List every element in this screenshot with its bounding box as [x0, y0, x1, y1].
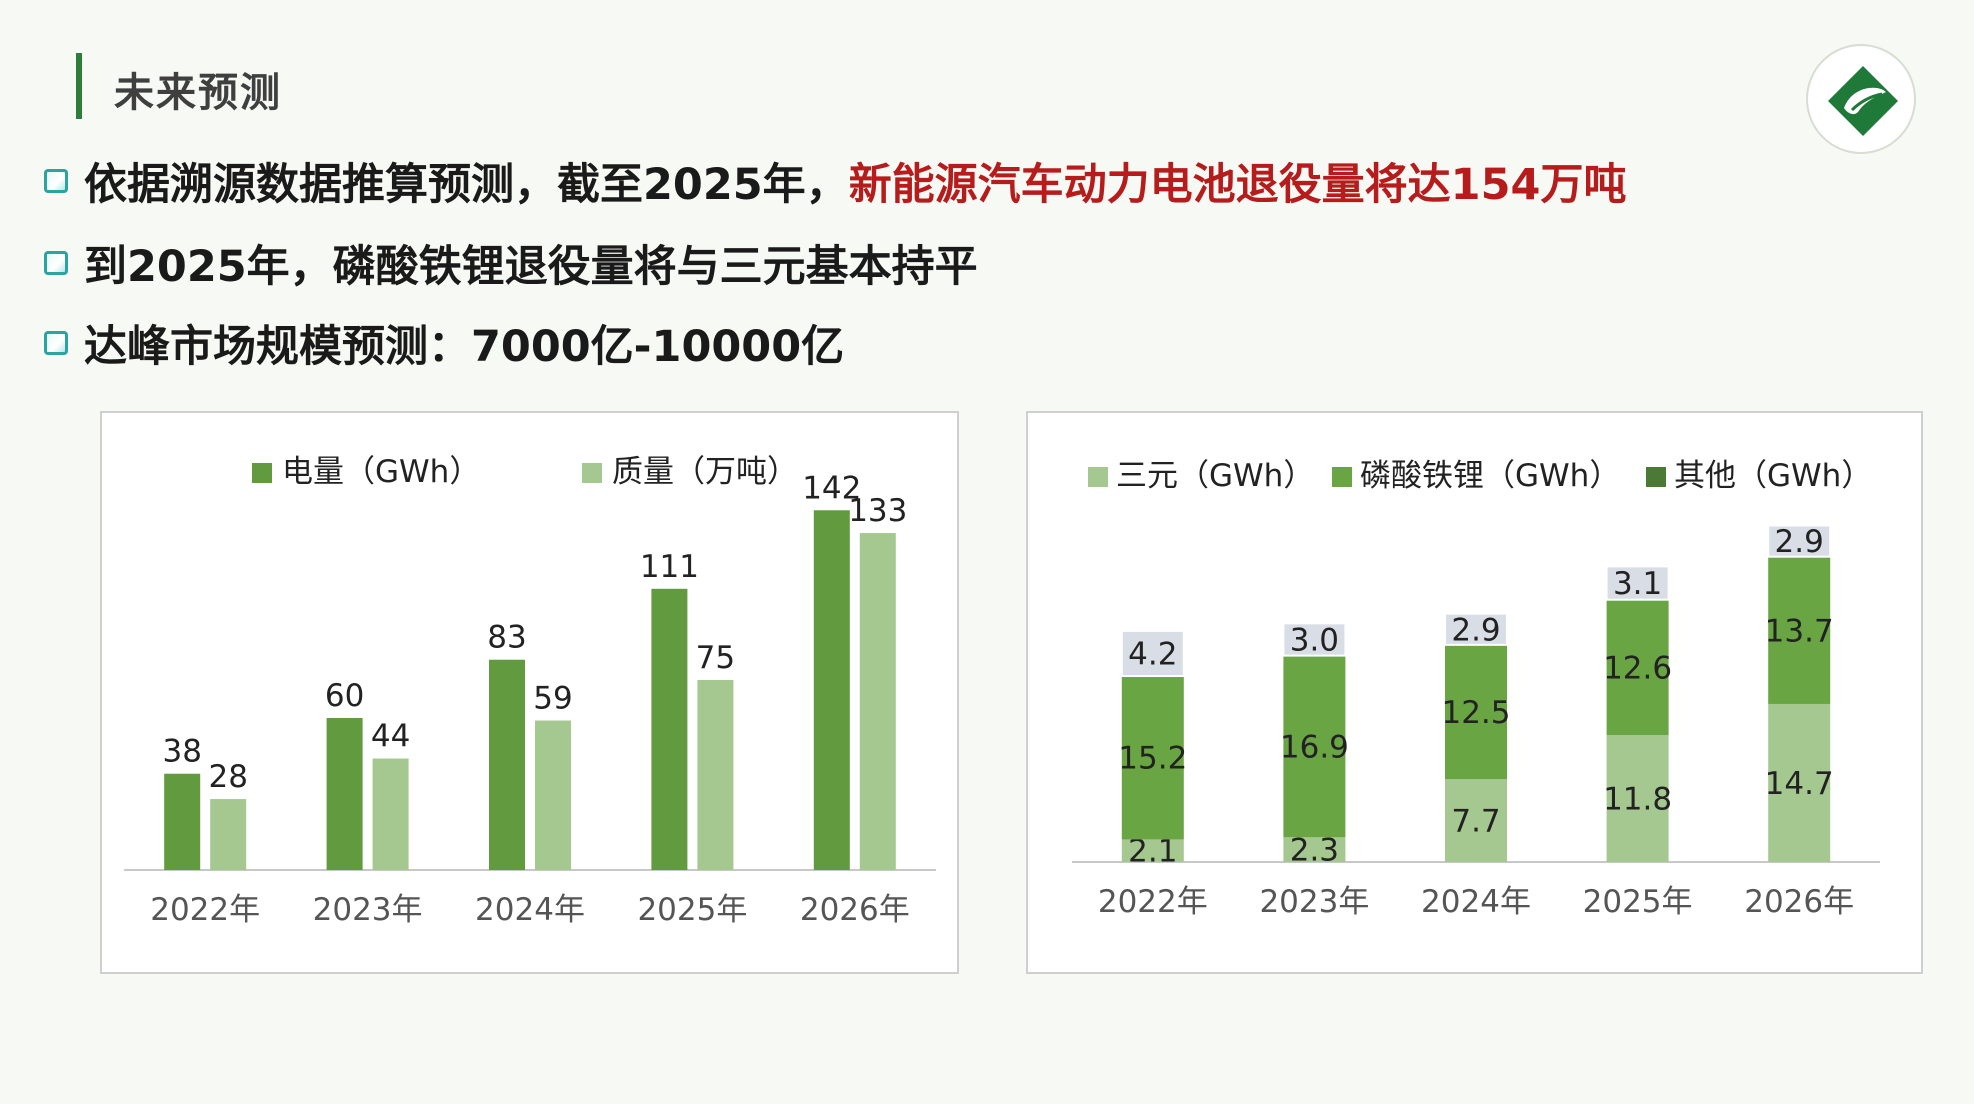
x-tick-label: 2023年	[1259, 884, 1369, 920]
bullet-square-icon	[44, 251, 68, 275]
x-tick-label: 2025年	[637, 892, 747, 928]
bullet-highlight: 新能源汽车动力电池退役量将达154万吨	[848, 160, 1627, 210]
stacked-segment	[1444, 612, 1508, 646]
company-logo	[1806, 44, 1916, 154]
legend-swatch	[1646, 467, 1666, 487]
data-label: 2.9	[1451, 612, 1500, 648]
data-label: 7.7	[1451, 804, 1500, 840]
stacked-segment	[1282, 622, 1347, 657]
stacked-segment	[1768, 703, 1831, 862]
data-label: 2.1	[1128, 834, 1177, 870]
bullet-square-icon	[44, 331, 68, 355]
leaf-logo-icon	[1828, 66, 1898, 136]
bullet-text: 依据溯源数据推算预测，截至2025年，	[84, 160, 849, 210]
bar	[535, 720, 571, 870]
bullet-item-forecast: 依据溯源数据推算预测，截至2025年， 新能源汽车动力电池退役量将达154万吨	[44, 150, 1626, 212]
data-label: 38	[162, 734, 201, 770]
legend-label: 电量（GWh）	[282, 454, 480, 490]
chart-panel-chemistry: 三元（GWh） 磷酸铁锂（GWh） 其他（GWh） 2.1 15.2 4.2 2022年 2.…	[1026, 411, 1923, 974]
chemistry-stacked-chart: 三元（GWh） 磷酸铁锂（GWh） 其他（GWh） 2.1 15.2 4.2 2022年 2.…	[1072, 458, 1880, 920]
stacked-segment	[1605, 565, 1670, 601]
page-title: 未来预测	[114, 70, 282, 116]
stacked-segment	[1606, 735, 1669, 862]
bullet-text: 达峰市场规模预测：7000亿-10000亿	[84, 322, 845, 372]
data-label: 12.5	[1441, 695, 1510, 731]
x-tick-label: 2026年	[1744, 884, 1854, 920]
bar	[164, 773, 201, 870]
data-label: 11.8	[1603, 782, 1672, 818]
title-accent-bar	[76, 53, 82, 119]
legend-swatch	[1088, 467, 1108, 487]
data-label: 12.6	[1603, 650, 1672, 686]
chart-panel-volume: 电量（GWh） 质量（万吨） 38 28 2022年 60 44 2023年 83 59 2024年…	[100, 411, 959, 974]
bar	[813, 510, 850, 870]
legend-label: 磷酸铁锂（GWh）	[1360, 458, 1620, 494]
data-label: 3.0	[1290, 622, 1339, 658]
stacked-segment	[1445, 779, 1507, 862]
stacked-segment	[1120, 629, 1185, 678]
x-tick-label: 2024年	[1421, 884, 1531, 920]
legend-swatch	[582, 463, 602, 483]
x-tick-label: 2025年	[1583, 884, 1693, 920]
data-label: 2.9	[1775, 524, 1824, 560]
bullet-item-lfp: 到2025年，磷酸铁锂退役量将与三元基本持平	[44, 232, 978, 294]
legend-label: 质量（万吨）	[612, 454, 798, 490]
bar	[859, 533, 896, 870]
stacked-segment	[1121, 676, 1184, 840]
data-label: 75	[696, 640, 735, 676]
data-label: 133	[848, 493, 907, 529]
bar	[489, 659, 525, 870]
bar	[326, 718, 363, 870]
data-label: 142	[802, 470, 861, 506]
stacked-segment	[1606, 599, 1669, 736]
data-label: 3.1	[1613, 566, 1662, 602]
x-tick-label: 2024年	[475, 892, 585, 928]
data-label: 28	[208, 759, 247, 795]
stacked-segment	[1121, 839, 1184, 862]
data-label: 2.3	[1290, 833, 1339, 869]
legend-label: 其他（GWh）	[1674, 458, 1872, 494]
data-label: 16.9	[1280, 729, 1349, 765]
bullet-item-market: 达峰市场规模预测：7000亿-10000亿	[44, 312, 844, 374]
stacked-segment	[1767, 524, 1832, 558]
x-tick-label: 2022年	[150, 892, 260, 928]
stacked-segment	[1283, 655, 1346, 838]
data-label: 83	[487, 620, 526, 656]
bullet-text: 到2025年，磷酸铁锂退役量将与三元基本持平	[84, 242, 978, 292]
stacked-segment	[1283, 837, 1346, 862]
data-label: 15.2	[1118, 741, 1187, 777]
data-label: 13.7	[1765, 613, 1834, 649]
bullet-square-icon	[44, 169, 68, 193]
data-label: 60	[325, 678, 364, 714]
data-label: 4.2	[1128, 636, 1177, 672]
data-label: 14.7	[1765, 766, 1834, 802]
bar	[210, 799, 247, 870]
x-tick-label: 2026年	[800, 892, 910, 928]
stacked-segment	[1445, 644, 1507, 780]
legend-swatch	[1332, 467, 1352, 487]
x-tick-label: 2023年	[313, 892, 423, 928]
legend-label: 三元（GWh）	[1116, 458, 1314, 494]
bar	[651, 588, 688, 870]
data-label: 44	[371, 719, 410, 755]
data-label: 59	[533, 681, 572, 717]
legend-swatch	[252, 463, 272, 483]
bar	[372, 758, 409, 870]
data-label: 111	[640, 549, 699, 585]
x-tick-label: 2022年	[1098, 884, 1208, 920]
bar	[697, 680, 734, 870]
stacked-segment	[1768, 556, 1831, 704]
